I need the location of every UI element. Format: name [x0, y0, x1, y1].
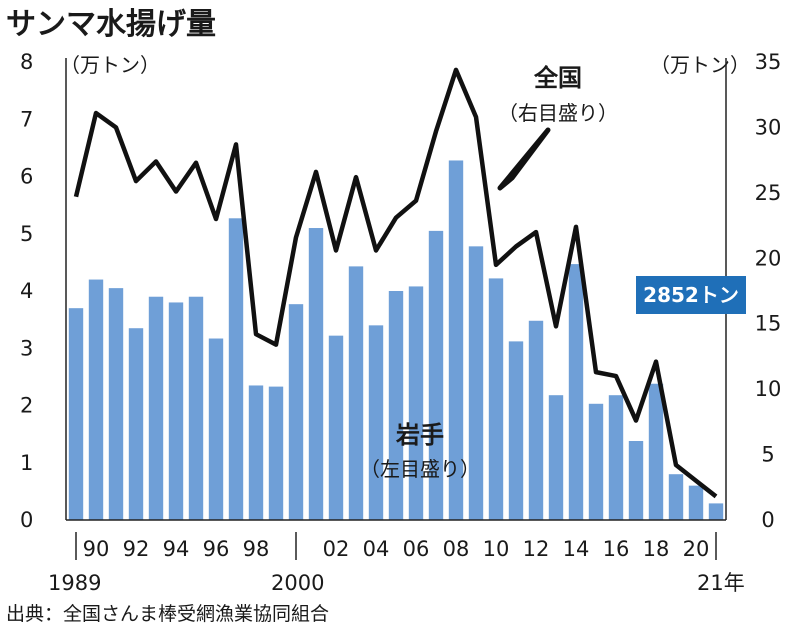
y-left-tick-label: 7: [20, 107, 33, 131]
x-tick-label: 18: [643, 537, 670, 561]
y-left-tick-label: 4: [20, 279, 33, 303]
x-tick-label: 04: [363, 537, 390, 561]
y-right-tick-label: 10: [755, 377, 782, 401]
y-right-tick-label: 5: [761, 443, 774, 467]
y-left-tick-label: 0: [20, 508, 33, 532]
x-tick-label: 96: [203, 537, 230, 561]
iwate-bar: [548, 395, 564, 520]
y-right-tick-label: 20: [755, 246, 782, 270]
x-tick-label: 14: [563, 537, 590, 561]
chart-title: サンマ水揚げ量: [6, 7, 216, 42]
iwate-bar: [648, 383, 664, 520]
iwate-bar: [288, 304, 304, 520]
x-label-start-year: 1989: [48, 571, 101, 595]
x-label-mid-year: 2000: [271, 571, 324, 595]
y-left-tick-label: 8: [20, 50, 33, 74]
iwate-bar: [308, 228, 324, 520]
iwate-bar: [108, 288, 124, 520]
iwate-bar: [488, 278, 504, 520]
iwate-bar: [528, 320, 544, 520]
x-tick-label: 10: [483, 537, 510, 561]
iwate-bar: [508, 341, 524, 520]
source-note: 出典：全国さんま棒受網漁業協同組合: [6, 603, 329, 625]
national-label: 全国: [533, 64, 582, 92]
bars-group: [68, 160, 724, 521]
iwate-bar: [328, 335, 344, 520]
y-right-tick-label: 30: [755, 115, 782, 139]
iwate-bar: [388, 291, 404, 520]
x-tick-label: 16: [603, 537, 630, 561]
x-label-end-year: 21年: [697, 571, 745, 595]
x-tick-label: 94: [163, 537, 190, 561]
iwate-bar: [128, 328, 144, 520]
x-tick-label: 90: [83, 537, 110, 561]
iwate-bar: [348, 266, 364, 520]
iwate-bar: [408, 286, 424, 520]
x-tick-label: 98: [243, 537, 270, 561]
iwate-bar: [708, 503, 724, 520]
right-axis-unit: （万トン）: [650, 53, 750, 77]
x-tick-label: 02: [323, 537, 350, 561]
iwate-bar: [168, 302, 184, 520]
y-left-tick-label: 5: [20, 222, 33, 246]
y-right-tick-label: 15: [755, 312, 782, 336]
iwate-sublabel: （左目盛り）: [360, 457, 480, 481]
y-left-tick-label: 3: [20, 336, 33, 360]
y-right-tick-label: 0: [761, 508, 774, 532]
iwate-bar: [448, 160, 464, 520]
iwate-bar: [148, 296, 164, 520]
iwate-bar: [248, 385, 264, 520]
national-line: [73, 67, 718, 499]
iwate-bar: [268, 386, 284, 520]
callout-box: [636, 276, 746, 314]
iwate-bar: [568, 264, 584, 520]
x-tick-label: 06: [403, 537, 430, 561]
iwate-bar: [588, 403, 604, 520]
y-right-tick-label: 35: [755, 50, 782, 74]
iwate-bar: [608, 395, 624, 520]
iwate-label: 岩手: [395, 421, 444, 449]
iwate-bar: [668, 474, 684, 520]
iwate-bar: [228, 218, 244, 521]
iwate-bar: [68, 308, 84, 520]
left-axis-unit: （万トン）: [60, 53, 160, 77]
iwate-bar: [208, 338, 224, 520]
iwate-bar: [468, 246, 484, 520]
y-right-tick-label: 25: [755, 181, 782, 205]
y-left-tick-label: 1: [20, 451, 33, 475]
x-tick-label: 20: [683, 537, 710, 561]
x-tick-label: 92: [123, 537, 150, 561]
iwate-bar: [428, 230, 444, 520]
y-left-tick-label: 6: [20, 165, 33, 189]
iwate-bar: [688, 485, 704, 520]
iwate-bar: [368, 325, 384, 520]
x-tick-label: 12: [523, 537, 550, 561]
iwate-bar: [88, 279, 104, 520]
y-left-tick-label: 2: [20, 394, 33, 418]
iwate-bar: [628, 440, 644, 520]
x-tick-label: 08: [443, 537, 470, 561]
national-sublabel: （右目盛り）: [498, 101, 618, 125]
iwate-bar: [188, 296, 204, 520]
callout-text: 2852トン: [643, 283, 739, 307]
national-pointer: [497, 127, 551, 191]
